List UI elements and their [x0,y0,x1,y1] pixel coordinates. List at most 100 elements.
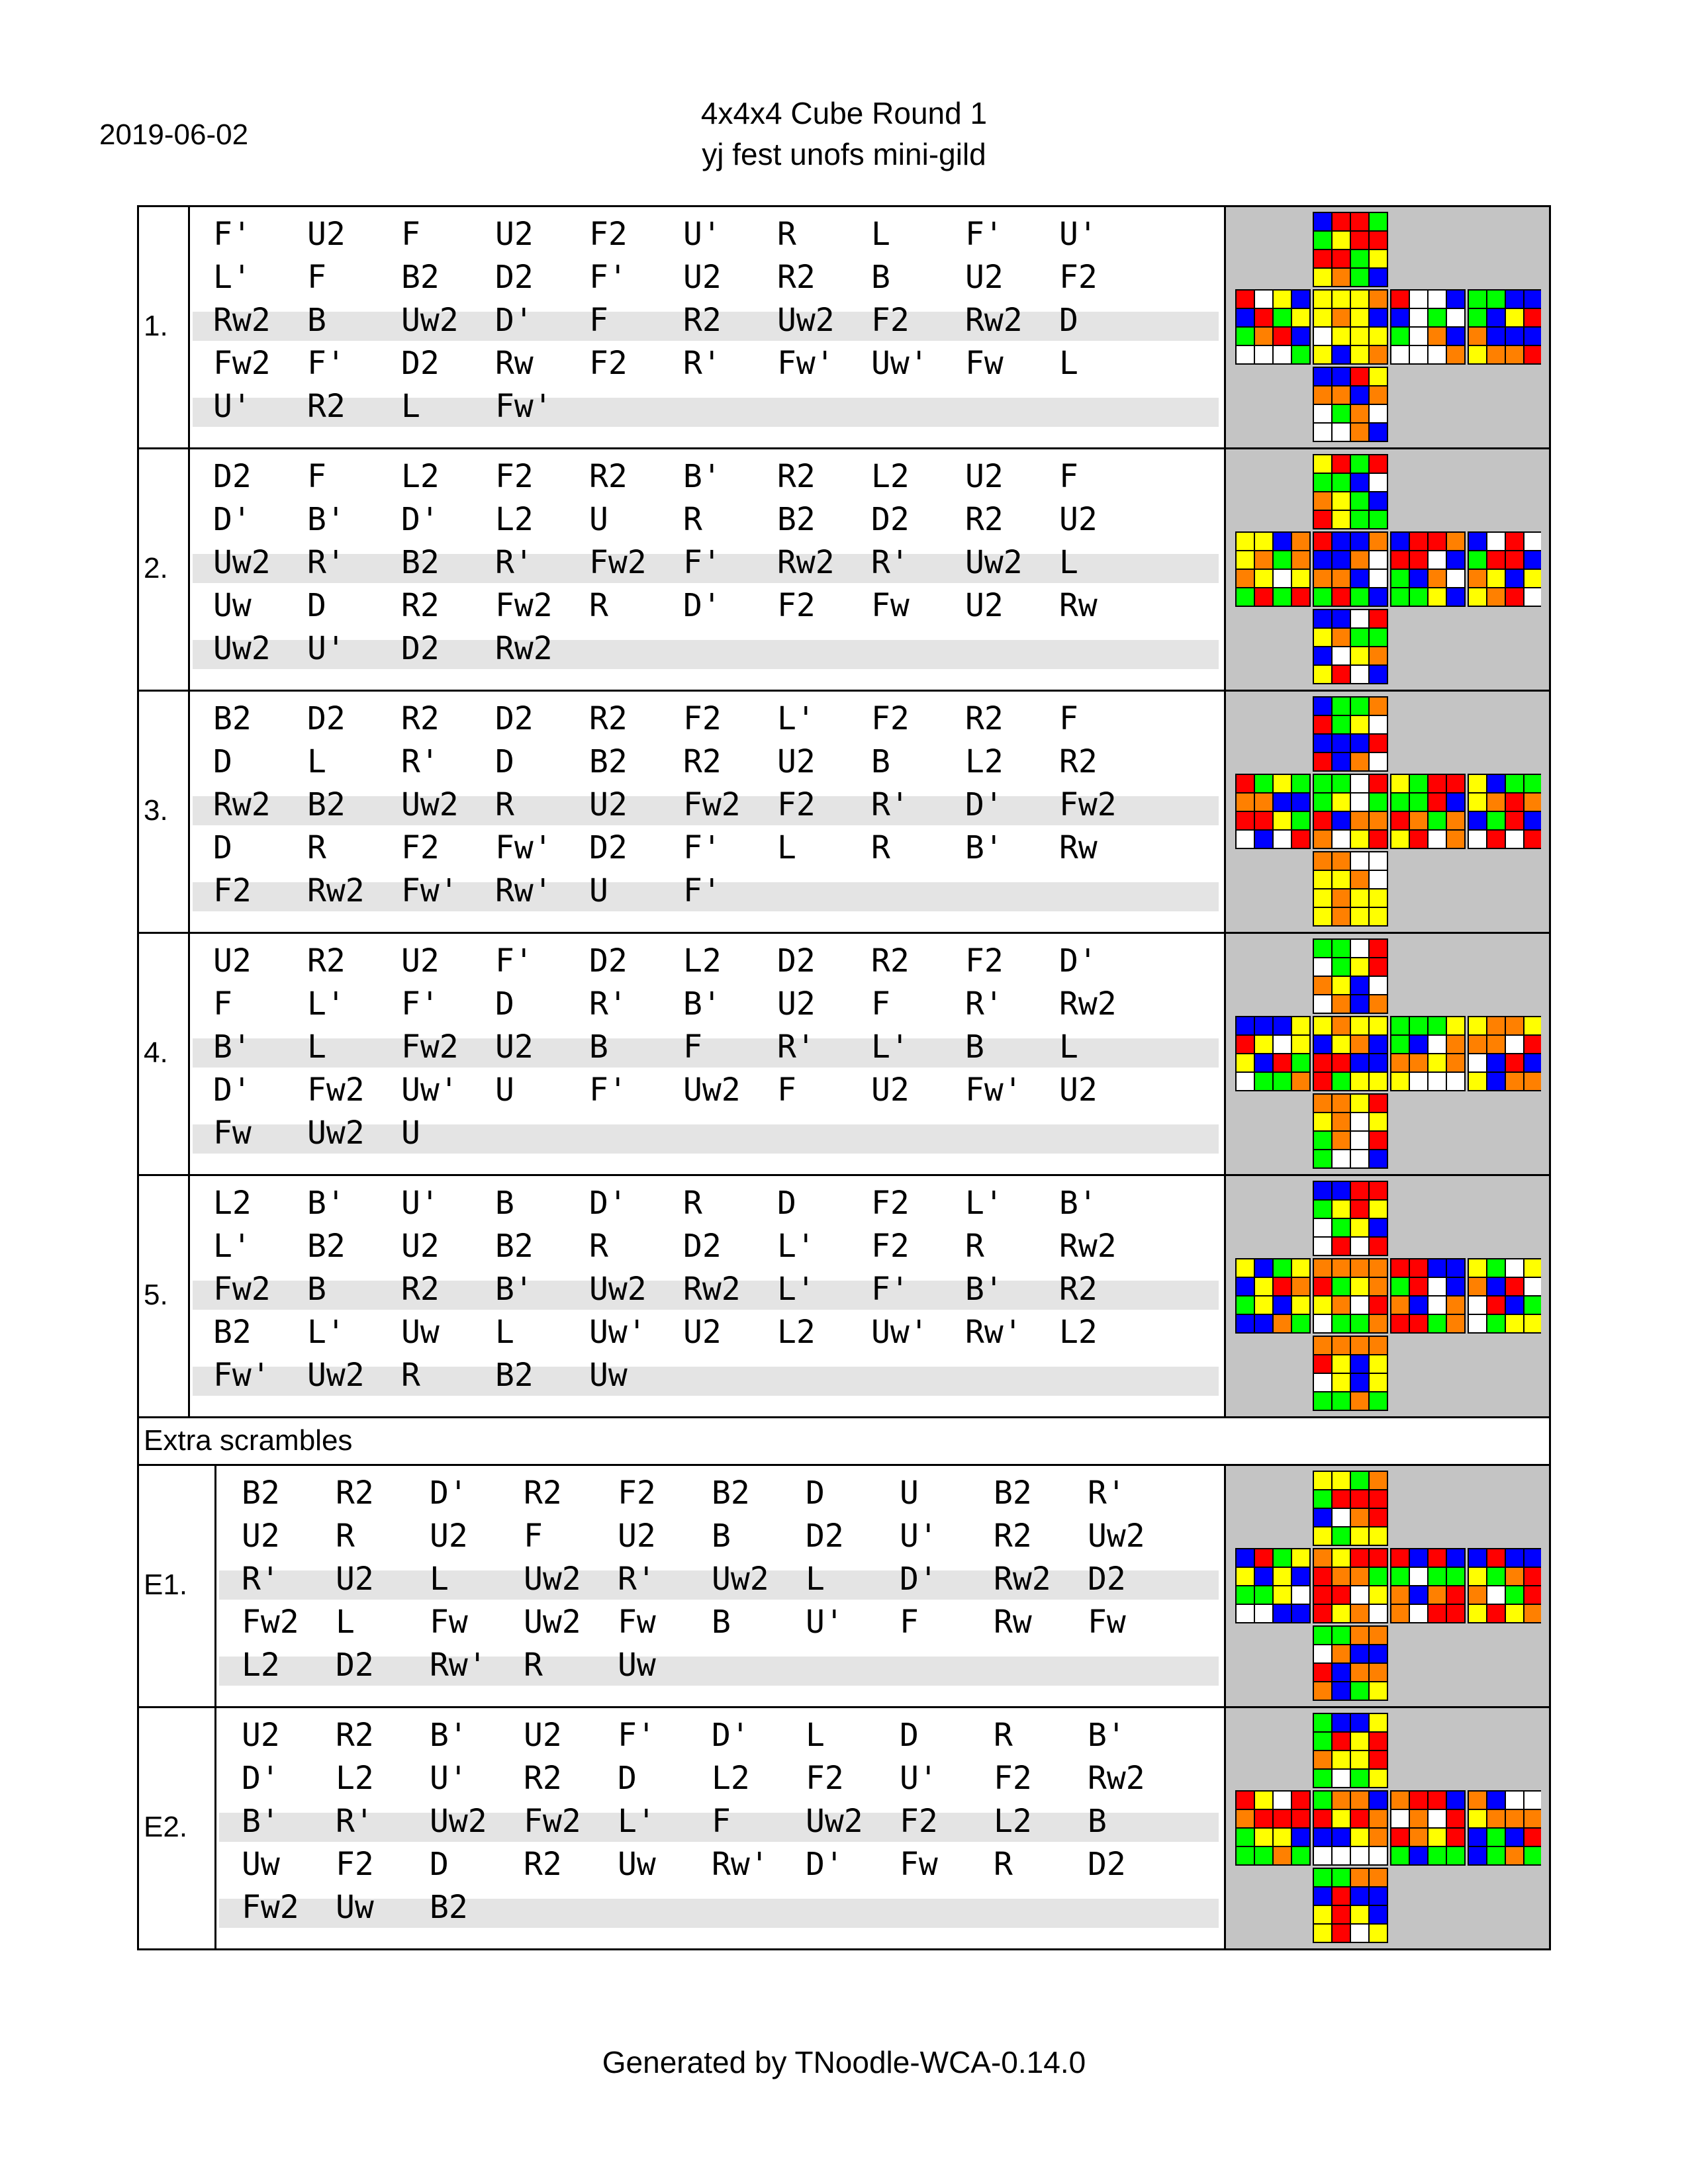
sticker [1254,289,1274,309]
cube-net-diagram [1235,938,1541,1169]
scramble-move: D [806,1475,825,1512]
scramble-move: F' [871,1271,910,1308]
sticker [1254,1809,1274,1829]
alternate-line-stripe [193,796,1219,825]
scramble-move: D' [712,1717,750,1754]
sticker [1272,1295,1292,1315]
sticker [1313,1236,1333,1256]
scramble-move: L [777,829,796,866]
scramble-move: F2 [900,1803,938,1840]
sticker [1313,664,1333,684]
scramble-move: R' [618,1561,656,1598]
scramble-move: B' [683,458,722,495]
sticker [1331,1905,1351,1925]
sticker [1523,1314,1541,1334]
sticker [1446,1034,1466,1054]
sticker [1313,1391,1333,1411]
sticker [1350,422,1370,442]
cube-face-B [1468,1790,1541,1866]
sticker [1350,1526,1370,1546]
sticker [1235,1016,1255,1036]
scramble-move: R' [495,544,534,581]
sticker [1235,550,1255,570]
sticker [1390,1567,1410,1586]
sticker [1313,733,1333,753]
sticker [1291,1295,1311,1315]
scramble-move: R [683,501,702,538]
scramble-move: D' [965,786,1004,823]
sticker [1313,1768,1333,1788]
scramble-move: F' [965,216,1004,253]
sticker [1313,851,1333,871]
scramble-move: B' [213,1028,252,1066]
sticker [1331,1585,1351,1605]
scramble-move: F2 [589,345,628,382]
sticker [1350,715,1370,735]
scramble-move: L [430,1561,449,1598]
sticker [1368,1790,1388,1810]
sticker [1390,345,1410,365]
scramble-move: F' [683,872,722,909]
scramble-move: U2 [495,216,534,253]
sticker [1313,1336,1333,1355]
scramble-move: R [871,829,890,866]
sticker [1235,1827,1255,1847]
sticker [1468,1548,1487,1568]
scramble-move: U2 [242,1717,280,1754]
sticker [1390,1277,1410,1297]
scramble-move: Uw' [401,1071,459,1109]
sticker [1350,1750,1370,1770]
sticker [1313,308,1333,328]
sticker [1390,1053,1410,1073]
sticker [1409,811,1429,831]
sticker [1368,664,1388,684]
scramble-move: U' [307,630,346,667]
sticker [1486,1790,1506,1810]
sticker [1505,326,1524,346]
alternate-line-stripe [193,1367,1219,1396]
sticker [1368,510,1388,529]
sticker [1313,792,1333,812]
image-column-border [1224,447,1226,690]
sticker [1313,491,1333,511]
sticker [1331,1644,1351,1664]
sticker [1390,774,1410,794]
sticker [1427,1548,1447,1568]
sticker [1446,1258,1466,1278]
scramble-move: R2 [1059,1271,1098,1308]
sticker [1331,646,1351,666]
sticker [1368,1923,1388,1943]
sticker [1427,1071,1447,1091]
sticker [1331,1768,1351,1788]
sticker [1505,1567,1524,1586]
scramble-move: D' [213,1071,252,1109]
sticker [1390,811,1410,831]
sticker [1350,267,1370,287]
sticker [1350,454,1370,474]
image-column-border [1224,1174,1226,1416]
sticker [1254,326,1274,346]
sticker [1390,1016,1410,1036]
scramble-move: B2 [495,1357,534,1394]
scramble-move: Fw2 [242,1604,299,1641]
sticker [1272,345,1292,365]
scramble-move: Fw2 [213,1271,271,1308]
scramble-move: R' [589,985,628,1023]
sticker [1254,1604,1274,1623]
sticker [1468,550,1487,570]
scramble-move: F [1059,458,1078,495]
cube-face-F [1313,1258,1388,1334]
sticker [1291,1604,1311,1623]
sticker [1313,1489,1333,1509]
scramble-move: B [307,1271,326,1308]
scramble-move: F2 [213,872,252,909]
sticker [1313,473,1333,492]
sticker [1368,212,1388,232]
scramble-move: D' [401,501,440,538]
scramble-move: D2 [307,700,346,737]
sticker [1331,510,1351,529]
sticker [1368,1713,1388,1733]
sticker [1235,774,1255,794]
scramble-move: R2 [336,1475,374,1512]
sticker [1331,696,1351,716]
